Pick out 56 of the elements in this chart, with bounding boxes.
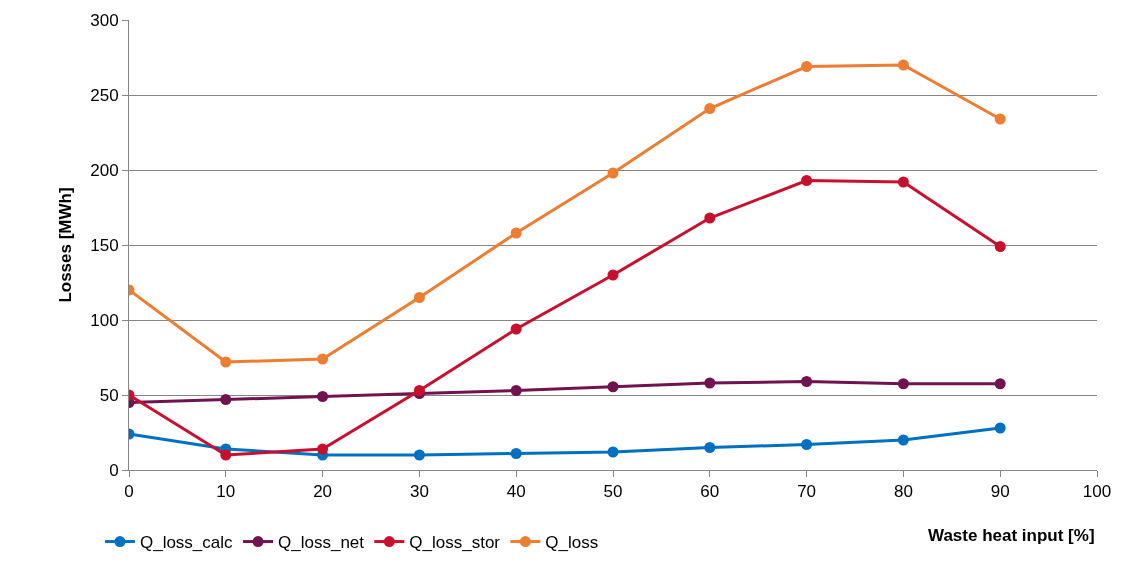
point [994,113,1006,125]
point [413,449,425,461]
x-tick-label: 30 [409,482,429,502]
point [317,391,329,402]
point [607,269,619,281]
point [607,167,619,179]
point [220,449,232,461]
point [801,376,813,387]
x-tick-label: 90 [990,482,1010,502]
point [510,385,522,396]
point [704,212,716,224]
legend-label: Q_loss [545,533,599,553]
point [704,442,716,453]
point [317,353,329,365]
point [510,448,522,459]
y-axis-title: Losses [MWh] [55,187,75,303]
point [413,292,425,303]
point [994,378,1006,390]
x-tick-label: 20 [313,482,333,502]
point [994,241,1006,252]
x-tick-label: 80 [893,482,913,502]
point [897,176,909,188]
legend-label: Q_loss_calc [139,533,234,553]
y-tick-label: 150 [90,235,119,255]
legend-label: Q_loss_stor [409,533,501,553]
point [897,434,909,446]
point [704,377,716,389]
point [607,381,619,393]
x-tick-label: 10 [216,482,236,502]
point [220,394,232,405]
x-tick-label: 60 [700,482,720,502]
point [994,422,1006,434]
point [801,439,813,450]
point [317,443,329,455]
y-tick-label: 0 [109,460,119,480]
point [801,175,813,186]
point [510,227,522,239]
point [607,446,619,458]
y-tick-label: 300 [90,10,119,30]
point [704,103,716,114]
x-tick-label: 50 [603,482,623,502]
x-tick-label: 0 [124,482,134,502]
point [897,59,909,71]
y-tick-label: 100 [90,310,119,330]
x-tick-label: 70 [797,482,817,502]
x-tick-label: 100 [1082,482,1112,502]
x-tick-label: 40 [506,482,526,502]
y-tick-label: 50 [99,385,119,405]
x-axis-title: Waste heat input [%] [928,526,1095,545]
legend-label: Q_loss_net [278,533,365,553]
point [897,378,909,390]
point [510,323,522,335]
y-tick-label: 250 [90,85,119,105]
y-tick-label: 200 [90,160,119,180]
point [801,61,813,72]
point [220,356,232,368]
